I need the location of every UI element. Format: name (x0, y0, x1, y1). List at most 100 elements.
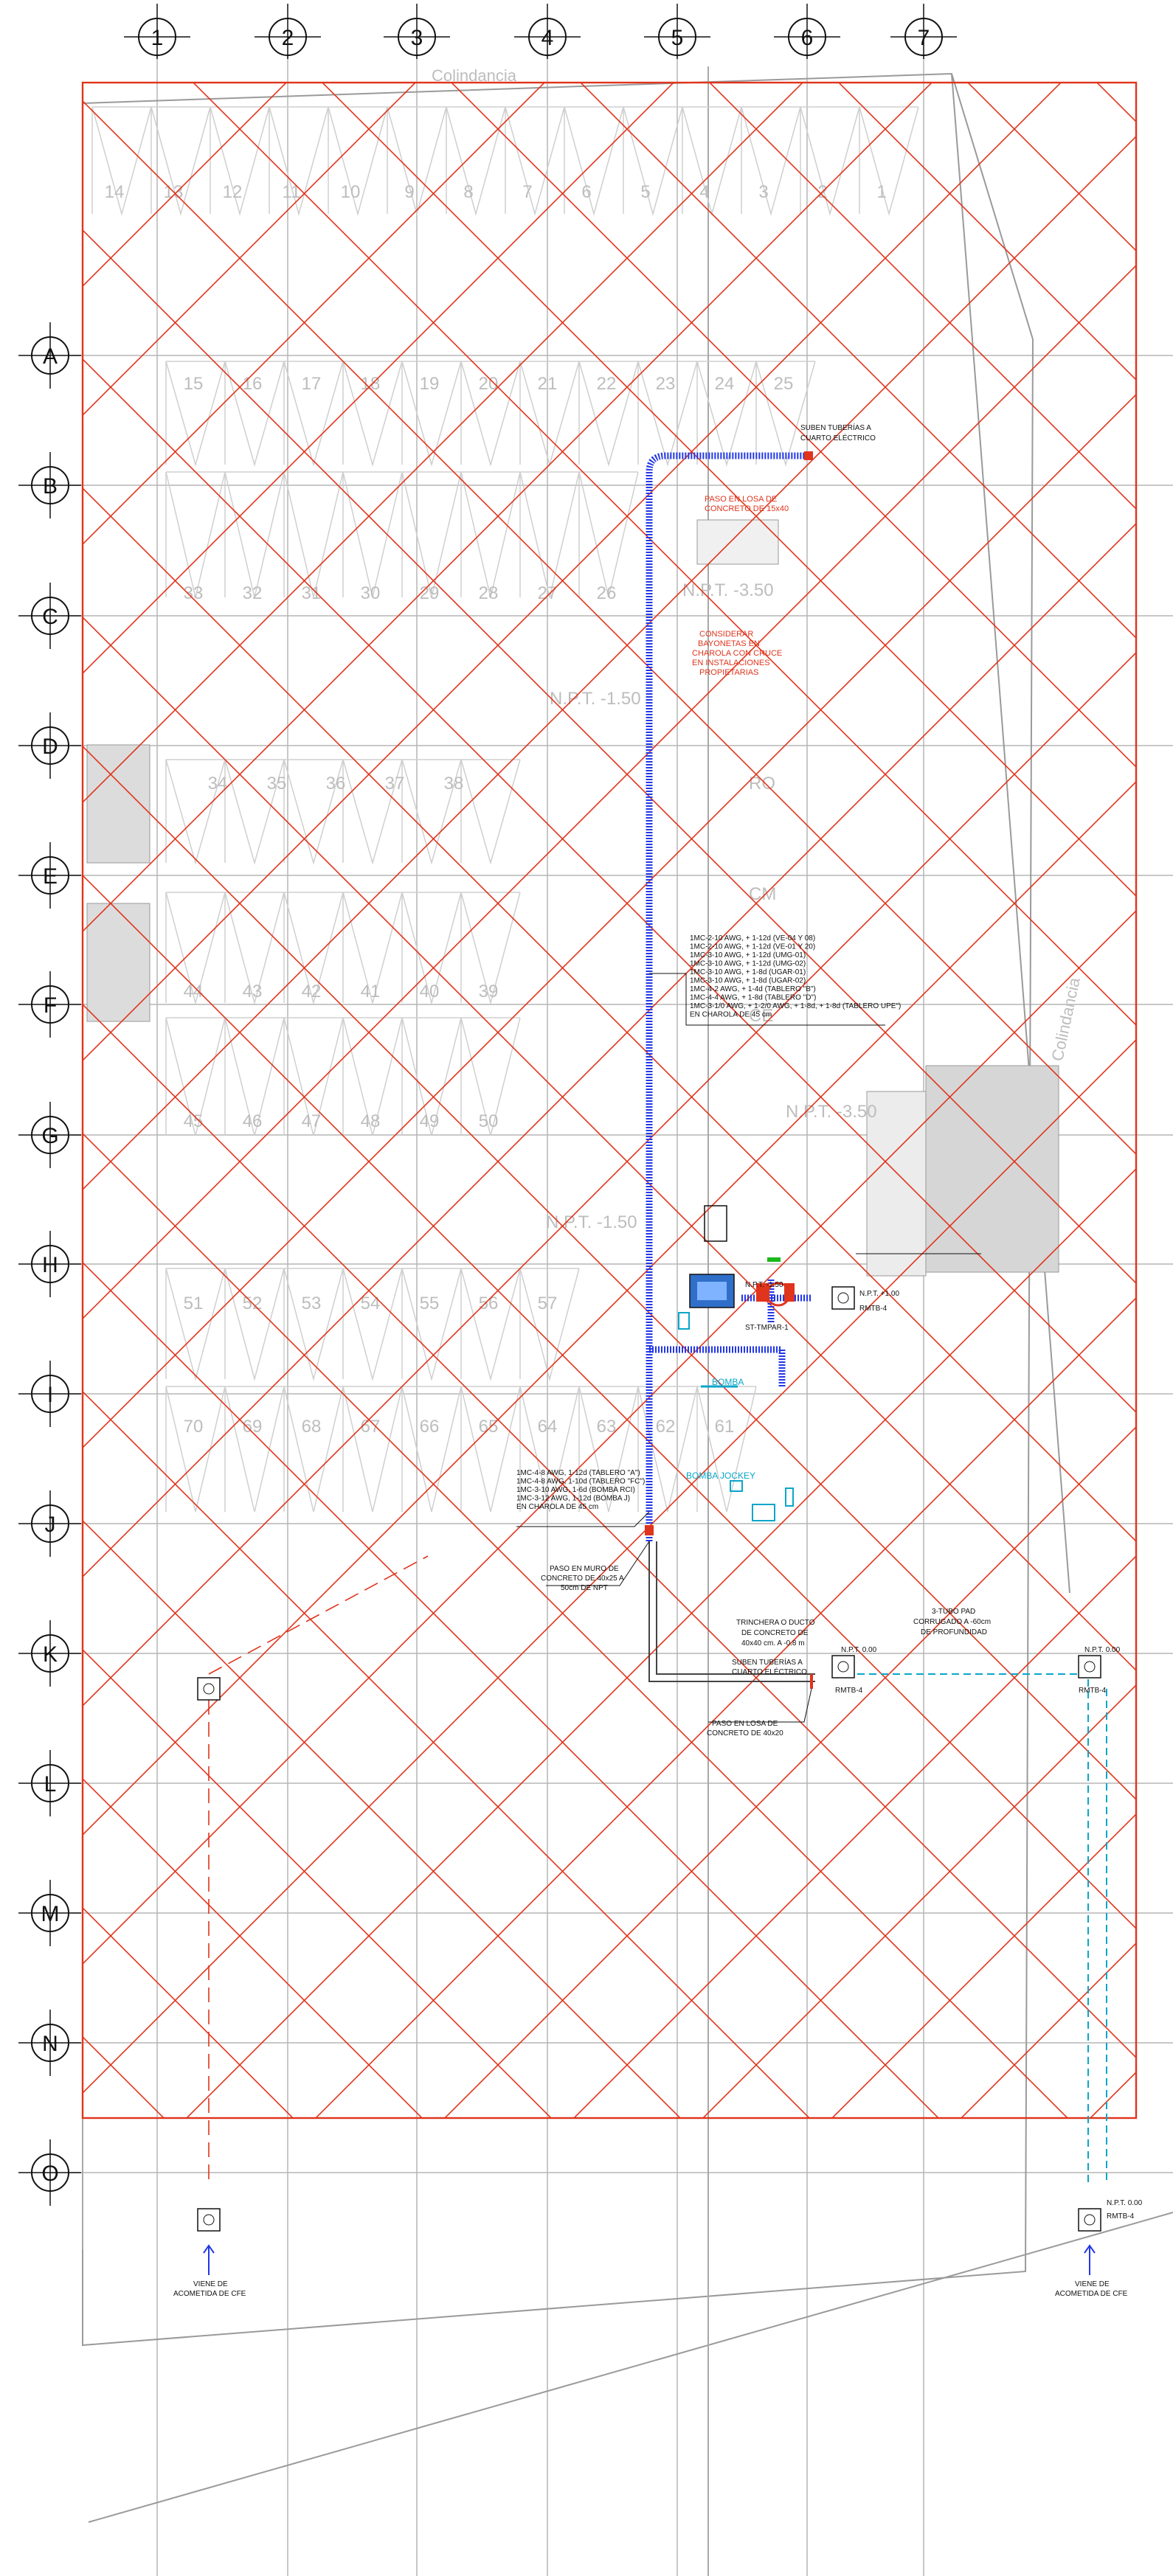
viene-label: ACOMETIDA DE CFE (173, 2290, 246, 2298)
stall-number: 25 (774, 374, 794, 394)
stall-number: 42 (302, 982, 322, 1001)
lower-feeder-schedule: 1MC-4-8 AWG, 1-12d (TABLERO "A")1MC-4-8 … (516, 1469, 645, 1511)
considerar-label: PROPIETARIAS (699, 668, 758, 677)
stall-number: 44 (184, 982, 204, 1001)
stall-number: 67 (361, 1417, 381, 1437)
trench (648, 1541, 815, 1689)
grid-row-bubble: N (18, 2010, 81, 2076)
grid-column-bubble: 3 (384, 4, 450, 59)
feeder-line: EN CHAROLA DE 45 cm (690, 1011, 772, 1019)
stall-number: 62 (656, 1417, 676, 1437)
grid-column-bubble: 5 (644, 4, 710, 59)
equipment (678, 1205, 795, 1521)
meter-boxes (197, 1286, 1101, 2275)
suben-label: SUBEN TUBERÍAS A (732, 1657, 803, 1667)
paso-label: CONCRETO DE 15x40 (705, 504, 789, 513)
stall-number: 34 (208, 774, 228, 794)
grid-row-bubble: D (18, 712, 81, 779)
stall-number: 35 (267, 774, 287, 794)
st-label: ST-TMPAR-1 (745, 1324, 789, 1332)
stall-number: 49 (420, 1111, 440, 1131)
npt-label: N.P.T. 0.00 (1107, 2199, 1143, 2207)
stall-number: 30 (361, 583, 381, 603)
rmtb-label: RMTB-4 (1079, 1687, 1107, 1695)
grid-row-label: G (41, 1124, 58, 1148)
suben-label: CUARTO ELÉCTRICO (732, 1667, 807, 1676)
grid-row-bubble: C (18, 583, 81, 649)
npt-label: N.P.T. -3.50 (786, 1102, 877, 1122)
feeder-line: 1MC-2-10 AWG, + 1-12d (VE-01 Y 20) (690, 943, 815, 951)
stall-number: 24 (715, 374, 735, 394)
stall-number: 19 (420, 374, 440, 394)
paso-losa-label: PASO EN LOSA DE (712, 1720, 778, 1728)
stall-number: 23 (656, 374, 676, 394)
grid-row-label: F (44, 993, 57, 1018)
stall-number: 33 (184, 583, 204, 603)
grid-row-label: K (43, 1642, 58, 1667)
grid-row-bubble: E (18, 842, 81, 909)
stall-number: 29 (420, 583, 440, 603)
stall-number: 9 (404, 182, 414, 202)
considerar-label: EN INSTALACIONES (692, 659, 770, 667)
feeder-line: 1MC-3-10 AWG, + 1-8d (UGAR-01) (690, 968, 806, 976)
ramp-hatch (86, 519, 1059, 1277)
paso-muro-label: 50cm DE NPT (561, 1584, 608, 1592)
grid-row-label: E (43, 864, 58, 889)
paso-muro-label: CONCRETO DE 40x25 A (541, 1575, 624, 1583)
grid-column-label: 6 (801, 26, 814, 50)
grid-column-label: 7 (918, 26, 930, 50)
grid-column-label: 2 (282, 26, 294, 50)
grid-row-bubble: K (18, 1620, 81, 1687)
grid-row-label: I (47, 1383, 53, 1407)
considerar-label: CHAROLA CON CRUCE (692, 649, 782, 658)
feeder-line: 1MC-4-2 AWG, + 1-4d (TABLERO "B") (690, 985, 816, 993)
considerar-label: CONSIDERAR (699, 630, 753, 639)
grid-column-bubble: 2 (255, 4, 321, 59)
leader-lines (516, 973, 981, 1723)
stall-number: 55 (420, 1294, 440, 1313)
stall-number: 10 (341, 182, 361, 202)
npt-label: N.P.T. -1.50 (550, 689, 641, 709)
stall-number: 57 (538, 1294, 558, 1313)
grid-row-bubble: L (18, 1750, 81, 1816)
feeder-line: 1MC-3-10 AWG, + 1-12d (UMG-02) (690, 960, 806, 968)
stall-number: 22 (597, 374, 617, 394)
npt-label: N.P.T. +1.00 (859, 1290, 899, 1298)
cfe-line (208, 1555, 429, 2183)
stall-number: 17 (302, 374, 322, 394)
feeder-line: 1MC-4-8 AWG, 1-12d (TABLERO "A") (516, 1469, 640, 1477)
rmtb-label: RMTB-4 (859, 1305, 887, 1313)
grid-column-label: 3 (411, 26, 423, 50)
grid-row-label: J (45, 1513, 56, 1537)
stall-number: 16 (243, 374, 263, 394)
viene-label: ACOMETIDA DE CFE (1055, 2290, 1128, 2298)
stall-number: 26 (597, 583, 617, 603)
parking-stalls (91, 106, 919, 1513)
grid-column-bubble: 1 (124, 4, 190, 59)
stall-number: 46 (243, 1111, 263, 1131)
stall-number: 7 (522, 182, 532, 202)
stall-number: 54 (361, 1294, 381, 1313)
stall-number: 12 (223, 182, 243, 202)
grid-column-bubble: 6 (774, 4, 840, 59)
trinchera-label: TRINCHERA O DUCTO (736, 1619, 815, 1627)
stall-number: 65 (479, 1417, 499, 1437)
feeder-line: 1MC-3-10 AWG, 1-6d (BOMBA RCI) (516, 1486, 635, 1494)
stall-number: 50 (479, 1111, 499, 1131)
feeder-line: 1MC-3-1/0 AWG, + 1-2/0 AWG, + 1-8d, + 1-… (690, 1002, 901, 1010)
trinchera-label: DE CONCRETO DE (741, 1629, 809, 1637)
paso-losa-label: CONCRETO DE 40x20 (707, 1729, 783, 1737)
grid-column-bubble: 7 (890, 4, 957, 59)
stall-number: 5 (640, 182, 650, 202)
feeder-line: 1MC-3-10 AWG, + 1-8d (UGAR-02) (690, 977, 806, 985)
grid-row-label: L (44, 1772, 57, 1796)
feeder-schedule: 1MC-2-10 AWG, + 1-12d (VE-04 Y 08)1MC-2-… (690, 934, 901, 1019)
stall-number: 70 (184, 1417, 204, 1437)
grid-column-bubble: 4 (514, 4, 581, 59)
stall-number: 28 (479, 583, 499, 603)
npt-label: N.P.T. 0.00 (841, 1646, 877, 1654)
tubo-label: CORRUGADO A -60cm (913, 1618, 991, 1626)
